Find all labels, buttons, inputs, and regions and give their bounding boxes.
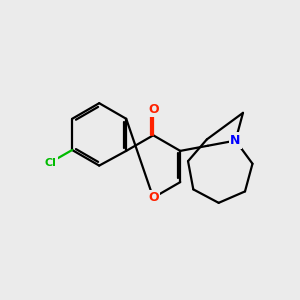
Text: N: N [230, 134, 241, 147]
Text: Cl: Cl [44, 158, 56, 167]
Text: O: O [148, 191, 159, 204]
Text: O: O [148, 103, 159, 116]
